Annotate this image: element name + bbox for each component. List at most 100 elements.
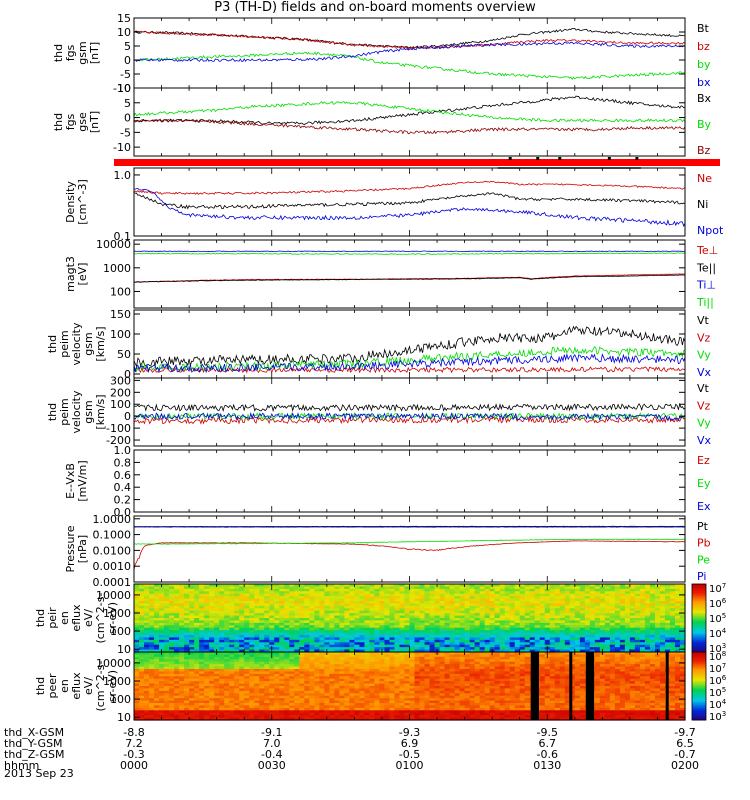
spectrogram-cell	[544, 656, 551, 660]
spectrogram-cell	[394, 622, 401, 626]
spectrogram-cell	[289, 637, 295, 641]
spectrogram-cell	[604, 673, 611, 677]
spectrogram-cell	[179, 669, 185, 673]
spectrogram-cell	[174, 591, 180, 595]
spectrogram-cell	[309, 635, 315, 639]
spectrogram-cell	[279, 637, 285, 641]
spectrogram-cell	[174, 632, 180, 636]
spectrogram-cell	[594, 615, 601, 619]
spectrogram-cell	[139, 644, 145, 648]
spectrogram-cell	[404, 584, 411, 588]
spectrogram-cell	[309, 644, 315, 648]
spectrogram-cell	[599, 637, 606, 641]
spectrogram-cell	[369, 678, 376, 682]
spectrogram-cell	[654, 659, 661, 663]
spectrogram-cell	[224, 637, 230, 641]
spectrogram-cell	[249, 659, 255, 663]
spectrogram-cell	[294, 666, 300, 670]
spectrogram-cell	[449, 610, 456, 614]
spectrogram-cell	[339, 661, 345, 665]
spectrogram-cell	[674, 649, 681, 653]
spectrogram-cell	[329, 586, 335, 590]
spectrogram-cell	[254, 678, 260, 682]
spectrogram-cell	[149, 632, 155, 636]
spectrogram-cell	[634, 649, 641, 653]
spectrogram-cell	[414, 635, 421, 639]
spectrogram-cell	[384, 678, 391, 682]
spectrogram-cell	[404, 632, 411, 636]
spectrogram-cell	[514, 659, 521, 663]
spectrogram-cell	[159, 598, 165, 602]
spectrogram-cell	[544, 639, 551, 643]
spectrogram-cell	[309, 613, 315, 617]
spectrogram-cell	[649, 610, 656, 614]
spectrogram-cell	[414, 584, 421, 588]
spectrogram-cell	[454, 618, 461, 622]
spectrogram-cell	[504, 647, 511, 651]
spectrogram-cell	[364, 661, 371, 665]
spectrogram-cell	[334, 664, 340, 668]
spectrogram-cell	[424, 615, 431, 619]
spectrogram-cell	[224, 610, 230, 614]
spectrogram-cell	[444, 654, 451, 658]
spectrogram-cell	[664, 608, 671, 612]
spectrogram-cell	[249, 671, 255, 675]
spectrogram-cell	[144, 605, 150, 609]
spectrogram-cell	[219, 622, 225, 626]
spectrogram-cell	[389, 618, 396, 622]
spectrogram-cell	[479, 652, 486, 656]
spectrogram-cell	[274, 673, 280, 677]
spectrogram-cell	[434, 632, 441, 636]
spectrogram-cell	[344, 603, 350, 607]
spectrogram-cell	[199, 610, 205, 614]
spectrogram-cell	[484, 603, 491, 607]
spectrogram-cell	[244, 639, 250, 643]
spectrogram-cell	[474, 669, 481, 673]
spectrogram-cell	[444, 588, 451, 592]
spectrogram-cell	[369, 642, 376, 646]
spectrogram-cell	[589, 588, 596, 592]
spectrogram-cell	[219, 603, 225, 607]
spectrogram-cell	[604, 644, 611, 648]
spectrogram-cell	[304, 608, 310, 612]
spectrogram-cell	[384, 652, 391, 656]
spectrogram-cell	[164, 632, 170, 636]
spectrogram-cell	[199, 656, 205, 660]
spectrogram-cell	[219, 649, 225, 653]
spectrogram-cell	[599, 664, 606, 668]
spectrogram-cell	[419, 630, 426, 634]
spectrogram-cell	[634, 588, 641, 592]
spectrogram-cell	[399, 630, 406, 634]
spectrogram-cell	[199, 678, 205, 682]
spectrogram-cell	[399, 601, 406, 605]
spectrogram-cell	[514, 673, 521, 677]
spectrogram-cell	[344, 652, 350, 656]
spectrogram-cell	[184, 625, 190, 629]
spectrogram-cell	[269, 664, 275, 668]
spectrogram-cell	[544, 605, 551, 609]
spectrogram-cell	[299, 596, 305, 600]
spectrogram-cell	[294, 613, 300, 617]
spectrogram-cell	[219, 659, 225, 663]
spectrogram-cell	[649, 584, 656, 588]
spectrogram-cell	[234, 593, 240, 597]
spectrogram-cell	[514, 654, 521, 658]
spectrogram-cell	[614, 601, 621, 605]
spectrogram-cell	[274, 656, 280, 660]
spectrogram-cell	[209, 649, 215, 653]
spectrogram-cell	[634, 647, 641, 651]
spectrogram-cell	[169, 605, 175, 609]
spectrogram-cell	[259, 659, 265, 663]
spectrogram-cell	[239, 635, 245, 639]
spectrogram-cell	[134, 671, 140, 675]
spectrogram-cell	[189, 613, 195, 617]
colorbar-swatch	[692, 607, 706, 610]
spectrogram-cell	[154, 632, 160, 636]
spectrogram-cell	[639, 588, 646, 592]
spectrogram-cell	[524, 610, 531, 614]
spectrogram-cell	[484, 644, 491, 648]
spectrogram-cell	[409, 598, 416, 602]
spectrogram-cell	[554, 639, 561, 643]
y-axis-label: eflux	[70, 604, 83, 632]
spectrogram-cell	[374, 622, 381, 626]
